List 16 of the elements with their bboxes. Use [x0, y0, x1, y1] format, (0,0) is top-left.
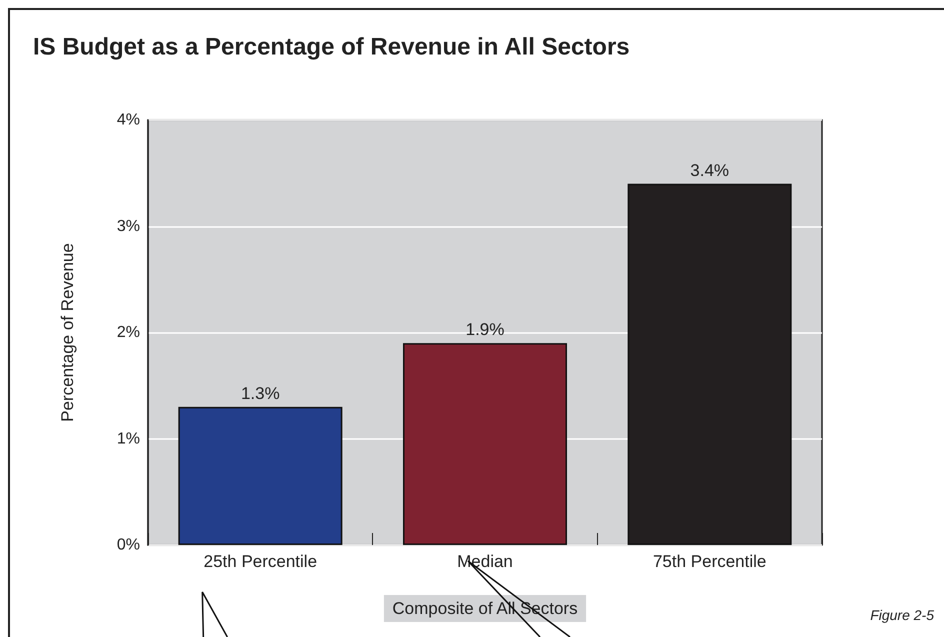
y-tick-label: 2% — [116, 324, 140, 341]
data-label: 1.3% — [240, 384, 280, 403]
x-tick-label: 75th Percentile — [652, 552, 766, 571]
bar — [178, 406, 342, 545]
y-tick-label: 3% — [116, 218, 140, 235]
y-axis-title: Percentage of Revenue — [58, 243, 77, 422]
caption: Figure 2-5 — [870, 607, 934, 623]
x-tick-label: Median — [457, 552, 513, 571]
bar — [402, 343, 568, 545]
chart-title: IS Budget as a Percentage of Revenue in All Sectors — [33, 34, 630, 60]
y-tick-label: 4% — [116, 112, 140, 128]
data-label: 3.4% — [690, 160, 730, 180]
x-tick-label: 25th Percentile — [204, 552, 318, 571]
data-label: 1.9% — [466, 320, 504, 340]
y-tick-label: 0% — [116, 536, 140, 554]
y-tick-label: 1% — [116, 430, 140, 448]
